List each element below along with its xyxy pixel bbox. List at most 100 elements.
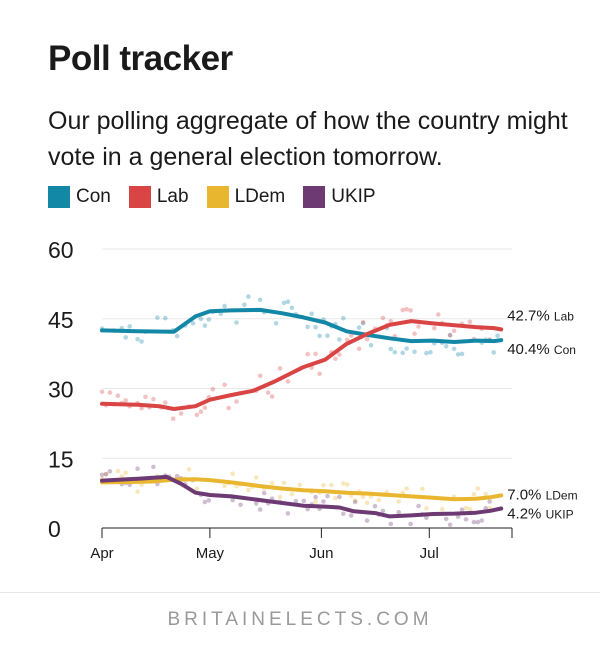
poll-dot-ukip <box>463 517 469 522</box>
series-line-con <box>100 307 504 344</box>
poll-dot-lab <box>305 351 311 357</box>
poll-dot-ukip <box>348 513 354 518</box>
poll-dot-lab <box>317 371 322 377</box>
poll-dot-con <box>257 297 263 303</box>
x-tick-label-apr: Apr <box>90 545 113 562</box>
legend-label-ukip: UKIP <box>331 186 376 207</box>
poll-dot-lab <box>432 325 437 331</box>
poll-dot-ldem <box>194 486 200 491</box>
chart-legend: Con Lab LDem UKIP <box>48 186 394 208</box>
poll-dot-ukip <box>364 518 370 523</box>
poll-dot-con <box>451 346 457 352</box>
poll-dot-lab <box>143 394 148 400</box>
poll-dot-con <box>242 302 247 308</box>
poll-dot-con <box>155 315 160 320</box>
poll-dot-ldem <box>364 500 370 506</box>
x-tick-label-jul: Jul <box>420 545 439 562</box>
poll-dot-lab <box>265 390 271 395</box>
poll-dot-ukip <box>447 522 453 528</box>
poll-dot-ldem <box>376 497 382 503</box>
legend-item-ukip: UKIP <box>303 186 376 208</box>
poll-dot-ukip <box>487 499 493 504</box>
poll-dot-con <box>289 305 295 311</box>
end-label-ukip: 4.2% UKIP <box>507 505 573 522</box>
end-label-party-lab: Lab <box>554 309 574 323</box>
poll-dot-con <box>400 350 406 356</box>
poll-dot-ldem <box>424 506 429 511</box>
poll-dot-ldem <box>345 482 350 487</box>
poll-dot-con <box>337 337 342 342</box>
poll-dot-con <box>309 311 315 317</box>
x-tick-label-may: May <box>196 545 225 562</box>
poll-dot-ukip <box>372 503 378 509</box>
poll-dot-lab <box>277 366 283 371</box>
poll-dot-con <box>368 343 374 348</box>
poll-dot-lab <box>404 306 409 312</box>
poll-dot-ukip <box>174 474 180 479</box>
poll-dot-ldem <box>420 486 425 492</box>
poll-dot-ukip <box>107 469 113 474</box>
poll-dot-con <box>341 315 346 321</box>
poll-dot-con <box>281 300 287 306</box>
poll-dot-lab <box>412 331 417 337</box>
end-label-lab: 42.7% Lab <box>507 307 574 324</box>
poll-dot-ukip <box>380 508 386 514</box>
poll-dot-con <box>202 323 208 328</box>
poll-dot-lab <box>380 315 386 321</box>
legend-item-lab: Lab <box>128 186 189 208</box>
end-label-value-con: 40.4% <box>507 341 554 358</box>
page-subtitle: Our polling aggregate of how the country… <box>48 107 568 171</box>
poll-dot-lab <box>202 405 208 411</box>
poll-dot-ldem <box>115 468 121 474</box>
legend-label-con: Con <box>76 186 111 207</box>
poll-dot-lab <box>123 398 128 403</box>
poll-dot-con <box>404 346 409 351</box>
poll-dot-con <box>234 320 239 325</box>
poll-dot-ukip <box>341 511 346 517</box>
end-label-value-ldem: 7.0% <box>507 486 545 503</box>
poll-dot-ukip <box>305 506 311 512</box>
poll-dot-lab <box>400 307 406 313</box>
poll-dot-con <box>424 350 429 356</box>
poll-dot-ukip <box>313 494 318 500</box>
poll-dot-lab <box>436 312 441 317</box>
poll-dot-con <box>491 350 497 355</box>
poll-dot-ukip <box>261 490 267 496</box>
poll-dot-lab <box>447 332 453 338</box>
poll-dot-con <box>356 325 362 330</box>
poll-dot-con <box>198 316 204 322</box>
page-title: Poll tracker <box>48 39 233 78</box>
end-label-party-ukip: UKIP <box>546 507 574 521</box>
poll-dot-ldem <box>103 471 109 477</box>
poll-dot-ldem <box>463 505 469 511</box>
poll-dot-con <box>127 324 132 329</box>
poll-dot-con <box>190 321 196 326</box>
poll-dot-lab <box>356 346 362 352</box>
poll-dot-con <box>495 333 500 339</box>
poll-dot-lab <box>170 416 176 422</box>
poll-dot-lab <box>360 320 366 325</box>
poll-dot-ldem <box>475 486 481 491</box>
poll-dot-ldem <box>329 482 334 488</box>
poll-dot-lab <box>115 393 121 399</box>
poll-dot-con <box>305 324 311 330</box>
poll-dot-lab <box>198 409 204 415</box>
poll-dot-ukip <box>301 498 307 504</box>
poll-dot-ukip <box>321 499 326 504</box>
legend-label-ldem: LDem <box>234 186 286 207</box>
poll-dot-ldem <box>222 483 227 489</box>
end-label-party-con: Con <box>554 343 576 357</box>
poll-dot-ukip <box>238 502 243 508</box>
poll-dot-ldem <box>341 481 346 486</box>
end-label-value-lab: 42.7% <box>507 307 554 324</box>
poll-dot-ldem <box>467 507 473 512</box>
poll-dot-ukip <box>416 503 421 509</box>
poll-dot-lab <box>107 390 113 395</box>
footer-divider <box>0 592 600 593</box>
poll-dot-ukip <box>253 501 259 506</box>
poll-dot-ukip <box>103 472 109 477</box>
end-label-ldem: 7.0% LDem <box>507 486 577 503</box>
poll-dot-ukip <box>285 511 291 516</box>
poll-dot-lab <box>364 336 370 342</box>
poll-dot-lab <box>416 324 421 329</box>
